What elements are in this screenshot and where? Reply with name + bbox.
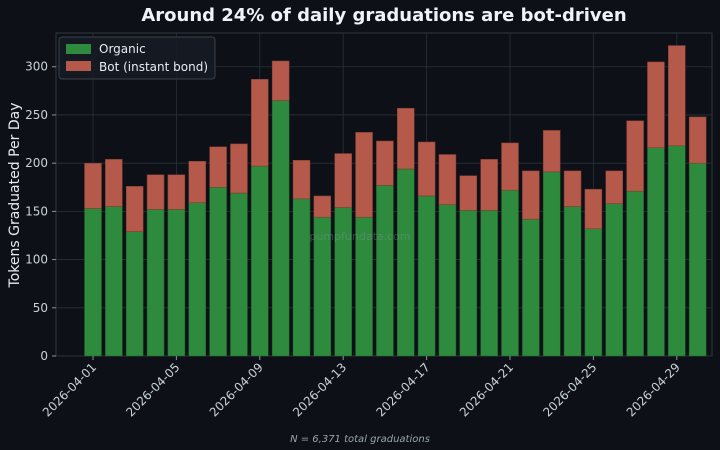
- y-tick-label: 100: [25, 253, 48, 267]
- bar-organic: [105, 206, 123, 357]
- bar-organic: [563, 206, 582, 357]
- bar-organic: [397, 168, 415, 357]
- bar-organic: [230, 192, 248, 357]
- footnote: N = 6,371 total graduations: [290, 434, 430, 445]
- bar-organic: [688, 162, 707, 357]
- bar-bot: [584, 188, 603, 229]
- bar-bot: [459, 175, 478, 211]
- bar-organic: [146, 209, 165, 357]
- y-tick-label: 250: [25, 108, 48, 122]
- bar-organic: [209, 187, 227, 357]
- bar-bot: [251, 79, 269, 167]
- bar-organic: [605, 203, 623, 357]
- bars: [84, 45, 707, 357]
- bar-bot: [209, 146, 227, 188]
- legend: Organic Bot (instant bond): [58, 36, 216, 80]
- bar-organic: [271, 100, 290, 357]
- bar-bot: [480, 159, 498, 211]
- bar-bot: [397, 107, 415, 170]
- legend-swatch-bot: [66, 61, 91, 71]
- y-axis-ticks: 0 50 100 150 200 250 300: [25, 60, 56, 363]
- bar-bot: [292, 160, 311, 200]
- bar-bot: [105, 159, 123, 207]
- bar-organic: [251, 165, 269, 357]
- bar-bot: [647, 61, 665, 148]
- legend-swatch-organic: [66, 44, 91, 54]
- bar-bot: [563, 170, 582, 207]
- bar-bot: [125, 186, 144, 232]
- legend-box: [58, 36, 216, 80]
- chart-title: Around 24% of daily graduations are bot-…: [141, 5, 626, 26]
- bar-bot: [626, 120, 644, 192]
- bar-organic: [522, 218, 540, 357]
- bar-organic: [125, 231, 144, 357]
- bar-organic: [480, 210, 498, 357]
- bar-bot: [501, 142, 519, 191]
- y-tick-label: 300: [25, 60, 48, 74]
- bar-organic: [459, 210, 478, 357]
- bar-organic: [188, 202, 206, 357]
- bar-organic: [84, 208, 102, 357]
- bar-bot: [188, 160, 206, 203]
- bar-bot: [376, 140, 394, 186]
- y-axis-label: Tokens Graduated Per Day: [7, 103, 23, 289]
- bar-bot: [84, 162, 102, 209]
- legend-label-bot: Bot (instant bond): [99, 60, 208, 74]
- bar-bot: [355, 132, 373, 218]
- bar-bot: [146, 174, 165, 210]
- y-tick-label: 50: [33, 301, 48, 315]
- bar-bot: [522, 170, 540, 220]
- legend-label-organic: Organic: [99, 42, 146, 56]
- y-tick-label: 150: [25, 204, 48, 218]
- bar-organic: [542, 171, 561, 357]
- bar-bot: [271, 60, 290, 101]
- y-tick-label: 200: [25, 156, 48, 170]
- bar-bot: [668, 45, 686, 147]
- bar-bot: [542, 130, 561, 173]
- bar-bot: [167, 174, 186, 210]
- y-tick-label: 0: [40, 349, 48, 363]
- bar-organic: [668, 145, 686, 357]
- bar-organic: [501, 189, 519, 357]
- bar-bot: [688, 116, 707, 164]
- bar-organic: [417, 195, 436, 357]
- bar-organic: [167, 209, 186, 357]
- bar-organic: [376, 185, 394, 357]
- bar-organic: [647, 147, 665, 357]
- bar-organic: [292, 198, 311, 357]
- bar-organic: [438, 204, 457, 357]
- bar-bot: [417, 141, 436, 197]
- bar-organic: [626, 190, 644, 357]
- bar-bot: [230, 143, 248, 194]
- bar-bot: [438, 154, 457, 205]
- bar-bot: [605, 170, 623, 204]
- watermark: pumpfundata.com: [309, 230, 410, 243]
- bar-organic: [584, 228, 603, 357]
- bar-bot: [334, 153, 352, 208]
- bar-bot: [313, 195, 332, 218]
